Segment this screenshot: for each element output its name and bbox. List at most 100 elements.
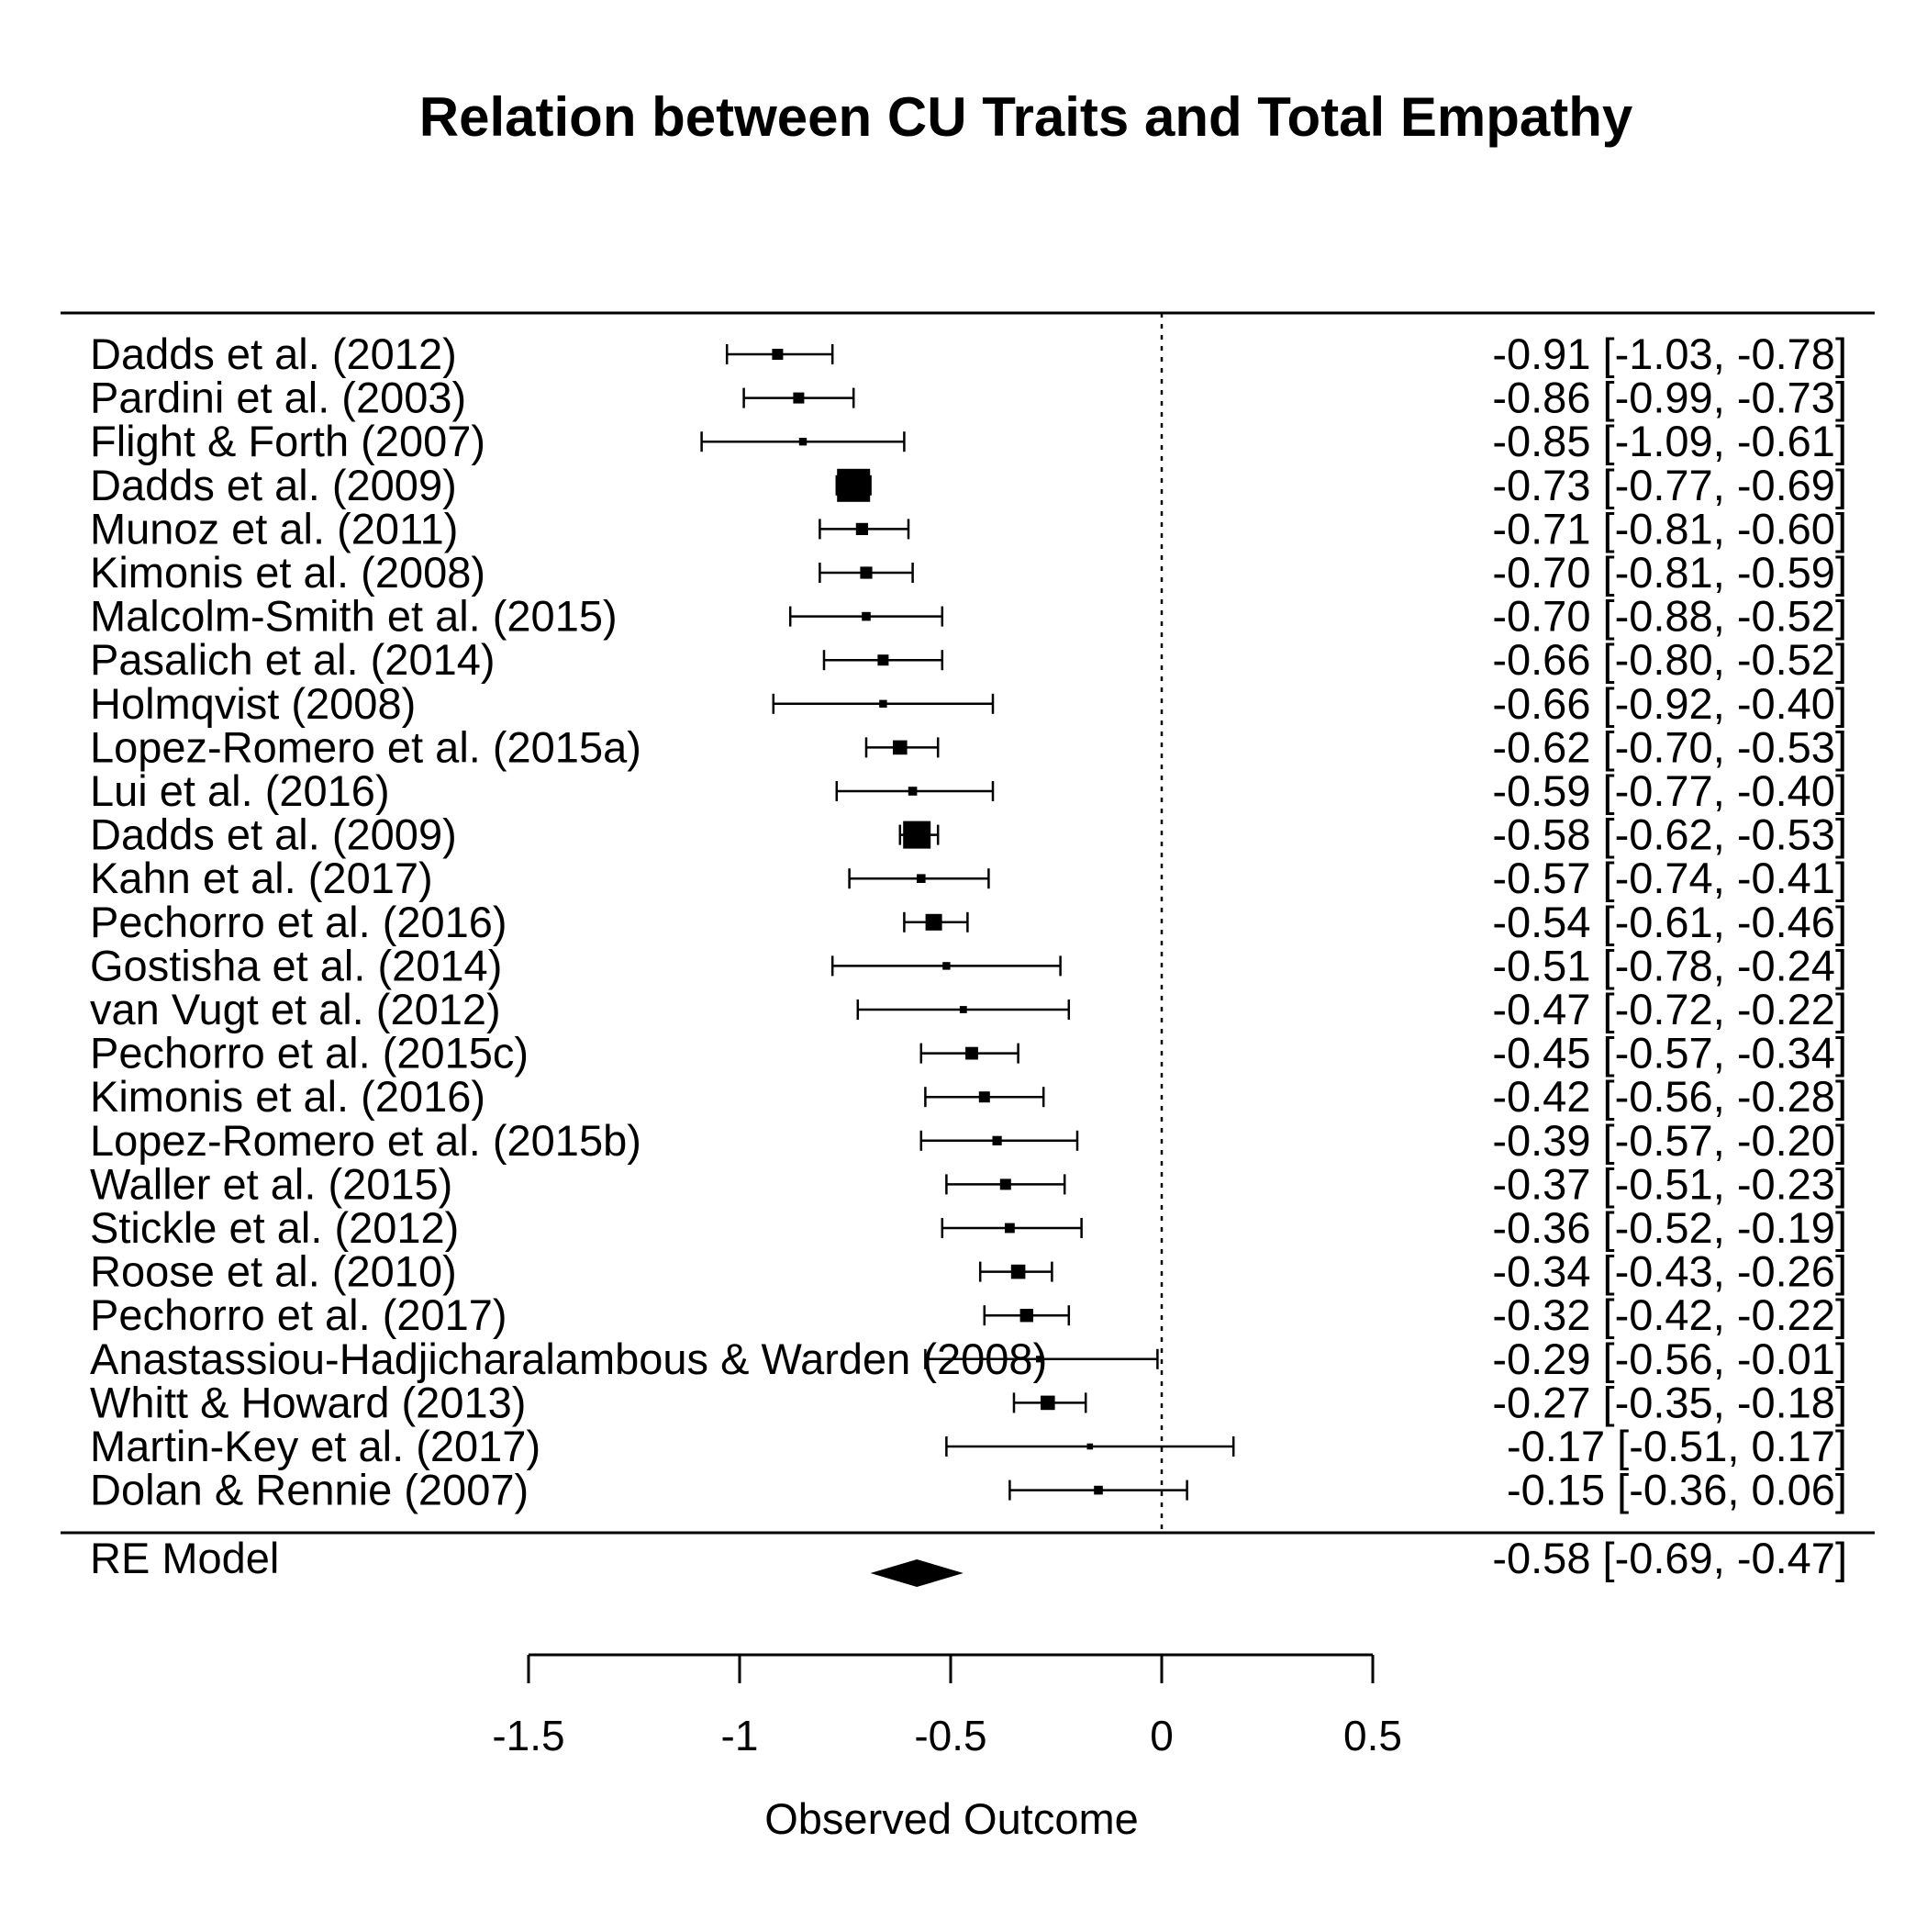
ci-text: -0.71 [-0.81, -0.60] <box>1492 504 1847 553</box>
study-label: Dolan & Rennie (2007) <box>90 1466 529 1514</box>
study-label: Whitt & Howard (2013) <box>90 1378 526 1426</box>
x-tick-label: 0.5 <box>1343 1712 1402 1759</box>
ci-text: -0.17 [-0.51, 0.17] <box>1507 1422 1847 1470</box>
study-label: Pechorro et al. (2017) <box>90 1290 507 1339</box>
study-row: Lopez-Romero et al. (2015a) -0.62 [-0.70,… <box>90 722 1847 771</box>
ci-text: -0.47 [-0.72, -0.22] <box>1492 985 1847 1033</box>
point-estimate <box>903 821 931 849</box>
ci-text: -0.59 [-0.77, -0.40] <box>1492 766 1847 815</box>
study-row: Pechorro et al. (2016) -0.54 [-0.61, -0.4… <box>90 898 1847 946</box>
study-row: Lopez-Romero et al. (2015b) -0.39 [-0.57,… <box>90 1116 1847 1165</box>
study-row: Dadds et al. (2009) -0.73 [-0.77, -0.69] <box>90 461 1847 509</box>
point-estimate <box>908 787 918 796</box>
ci-text: -0.36 [-0.52, -0.19] <box>1492 1203 1847 1252</box>
study-label: Dadds et al. (2009) <box>90 461 457 509</box>
study-label: Gostisha et al. (2014) <box>90 941 502 989</box>
study-row: Malcolm-Smith et al. (2015) -0.70 [-0.88,… <box>90 592 1847 641</box>
ci-text: -0.54 [-0.61, -0.46] <box>1492 898 1847 946</box>
ci-text: -0.66 [-0.92, -0.40] <box>1492 679 1847 728</box>
ci-text: -0.34 [-0.43, -0.26] <box>1492 1247 1847 1296</box>
study-label: Waller et al. (2015) <box>90 1159 452 1208</box>
study-label: Dadds et al. (2012) <box>90 329 457 378</box>
study-row: Dadds et al. (2009) -0.58 [-0.62, -0.53] <box>90 810 1847 859</box>
point-estimate <box>1041 1395 1055 1411</box>
ci-text: -0.70 [-0.88, -0.52] <box>1492 592 1847 641</box>
point-estimate <box>942 962 951 970</box>
point-estimate <box>860 566 873 579</box>
ci-text: -0.45 [-0.57, -0.34] <box>1492 1029 1847 1078</box>
point-estimate <box>798 438 808 446</box>
ci-text: -0.70 [-0.81, -0.59] <box>1492 548 1847 597</box>
study-row: Anastassiou-Hadjicharalambous & Warden (… <box>90 1335 1847 1383</box>
study-row: Kimonis et al. (2016) -0.42 [-0.56, -0.28… <box>90 1072 1847 1121</box>
study-label: Pechorro et al. (2016) <box>90 898 507 946</box>
ci-text: -0.85 [-1.09, -0.61] <box>1492 417 1847 465</box>
summary-diamond <box>870 1559 964 1587</box>
study-label: Holmqvist (2008) <box>90 679 416 728</box>
ci-text: -0.57 [-0.74, -0.41] <box>1492 854 1847 902</box>
study-label: van Vugt et al. (2012) <box>90 985 501 1033</box>
study-label: Flight & Forth (2007) <box>90 417 485 465</box>
x-axis: -1.5 -1 -0.5 0 0.5 <box>492 1653 1402 1759</box>
ci-text: -0.32 [-0.42, -0.22] <box>1492 1290 1847 1339</box>
study-label: Lopez-Romero et al. (2015b) <box>90 1116 641 1165</box>
study-row: Roose et al. (2010) -0.34 [-0.43, -0.26] <box>90 1247 1847 1296</box>
ci-text: -0.27 [-0.35, -0.18] <box>1492 1378 1847 1426</box>
study-row: Holmqvist (2008) -0.66 [-0.92, -0.40] <box>90 679 1847 728</box>
point-estimate <box>1019 1309 1033 1323</box>
point-estimate <box>1005 1223 1015 1234</box>
ci-text: -0.42 [-0.56, -0.28] <box>1492 1072 1847 1121</box>
study-row: Pechorro et al. (2017) -0.32 [-0.42, -0.2… <box>90 1290 1847 1339</box>
study-label: Kahn et al. (2017) <box>90 854 433 902</box>
point-estimate <box>1094 1485 1103 1495</box>
study-label: Munoz et al. (2011) <box>90 504 458 553</box>
study-row: Kimonis et al. (2008) -0.70 [-0.81, -0.59… <box>90 548 1847 597</box>
x-tick-label: -0.5 <box>914 1712 986 1759</box>
study-label: Roose et al. (2010) <box>90 1247 457 1296</box>
study-row: Whitt & Howard (2013) -0.27 [-0.35, -0.18… <box>90 1378 1847 1426</box>
study-label: Kimonis et al. (2016) <box>90 1072 485 1121</box>
summary-ci-text: -0.58 [-0.69, -0.47] <box>1492 1534 1847 1582</box>
study-label: Kimonis et al. (2008) <box>90 548 485 597</box>
ci-text: -0.86 [-0.99, -0.73] <box>1492 374 1847 422</box>
x-tick-label: -1.5 <box>492 1712 564 1759</box>
study-label: Martin-Key et al. (2017) <box>90 1422 540 1470</box>
ci-text: -0.58 [-0.62, -0.53] <box>1492 810 1847 859</box>
study-label: Malcolm-Smith et al. (2015) <box>90 592 618 641</box>
ci-text: -0.91 [-1.03, -0.78] <box>1492 329 1847 378</box>
point-estimate <box>893 740 908 755</box>
x-tick-label: -1 <box>721 1712 759 1759</box>
point-estimate <box>959 1006 967 1013</box>
x-axis-label: Observed Outcome <box>764 1794 1139 1843</box>
ci-text: -0.15 [-0.36, 0.06] <box>1507 1466 1847 1514</box>
point-estimate <box>925 913 942 931</box>
study-row: Martin-Key et al. (2017) -0.17 [-0.51, 0.… <box>90 1422 1847 1470</box>
ci-text: -0.73 [-0.77, -0.69] <box>1492 461 1847 509</box>
point-estimate <box>855 522 868 535</box>
study-row: Pechorro et al. (2015c) -0.45 [-0.57, -0.… <box>90 1029 1847 1078</box>
chart-title: Relation between CU Traits and Total Emp… <box>419 86 1633 148</box>
point-estimate <box>862 611 871 621</box>
study-row: Kahn et al. (2017) -0.57 [-0.74, -0.41] <box>90 854 1847 902</box>
point-estimate <box>877 654 889 666</box>
study-label: Lopez-Romero et al. (2015a) <box>90 722 641 771</box>
point-estimate <box>999 1178 1011 1190</box>
ci-text: -0.29 [-0.56, -0.01] <box>1492 1335 1847 1383</box>
ci-text: -0.37 [-0.51, -0.23] <box>1492 1159 1847 1208</box>
ci-text: -0.51 [-0.78, -0.24] <box>1492 941 1847 989</box>
study-row: Munoz et al. (2011) -0.71 [-0.81, -0.60] <box>90 504 1847 553</box>
ci-text: -0.62 [-0.70, -0.53] <box>1492 722 1847 771</box>
study-row: van Vugt et al. (2012) -0.47 [-0.72, -0.2… <box>90 985 1847 1033</box>
study-label: Anastassiou-Hadjicharalambous & Warden (… <box>90 1335 1047 1383</box>
ci-text: -0.39 [-0.57, -0.20] <box>1492 1116 1847 1165</box>
point-estimate <box>1010 1264 1026 1279</box>
study-row: Lui et al. (2016) -0.59 [-0.77, -0.40] <box>90 766 1847 815</box>
point-estimate <box>917 874 926 883</box>
study-rows: Dadds et al. (2012) -0.91 [-1.03, -0.78]P… <box>90 329 1847 1514</box>
study-row: Pardini et al. (2003) -0.86 [-0.99, -0.73… <box>90 374 1847 422</box>
ci-text: -0.66 [-0.80, -0.52] <box>1492 635 1847 684</box>
point-estimate <box>1036 1356 1043 1363</box>
point-estimate <box>1086 1443 1094 1450</box>
